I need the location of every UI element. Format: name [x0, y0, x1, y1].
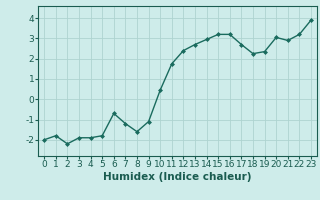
- X-axis label: Humidex (Indice chaleur): Humidex (Indice chaleur): [103, 172, 252, 182]
